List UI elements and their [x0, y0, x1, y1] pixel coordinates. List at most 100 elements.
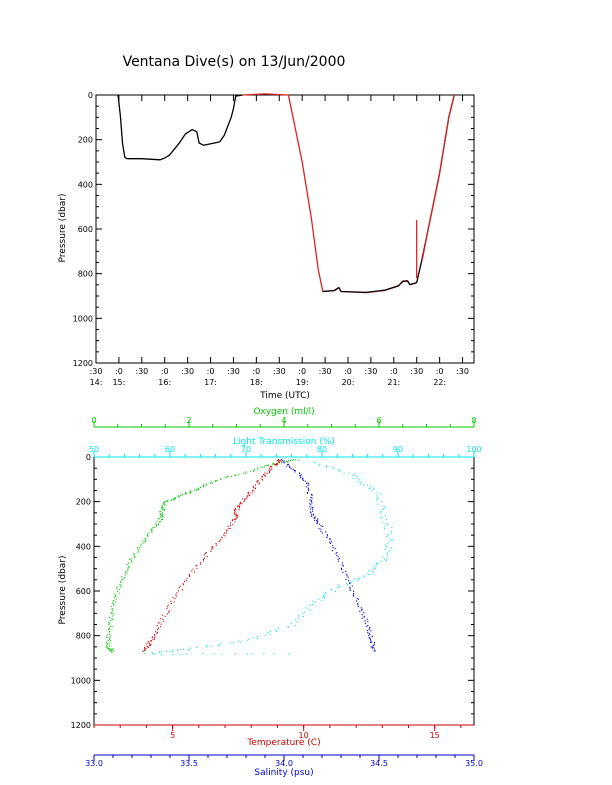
salinity-point	[370, 630, 372, 632]
oxygen-point	[159, 516, 161, 518]
oxygen-point	[291, 459, 293, 461]
oxygen-point	[110, 640, 112, 642]
oxygen-point	[116, 587, 118, 589]
temperature-point	[173, 601, 175, 603]
temperature-point	[246, 496, 248, 498]
transmission-point	[368, 487, 370, 489]
top-xtick-minute: :30	[319, 367, 332, 376]
oxygen-point	[120, 585, 122, 587]
temperature-point	[206, 556, 208, 558]
oxygen-point	[231, 475, 233, 477]
salinity-point	[310, 508, 312, 510]
transmission-point	[381, 516, 383, 518]
salinity-point	[282, 461, 284, 463]
temperature-point	[268, 472, 270, 474]
oxygen-point	[151, 528, 153, 530]
salinity-point	[281, 459, 283, 461]
oxygen-point	[257, 467, 259, 469]
transmission-point	[229, 642, 231, 644]
salinity-point	[311, 506, 313, 508]
transmission-point	[337, 584, 339, 586]
temperature-point	[274, 464, 276, 466]
oxygen-point	[144, 541, 146, 543]
top-xtick-hour: 18:	[250, 378, 263, 387]
oxygen-point	[120, 586, 122, 588]
oxygen-point	[205, 485, 207, 487]
salinity-point	[302, 479, 304, 481]
transmission-point	[337, 468, 339, 470]
oxygen-point	[125, 572, 127, 574]
salinity-point	[347, 576, 349, 578]
salinity-point	[372, 645, 374, 647]
temperature-point	[203, 560, 205, 562]
temperature-point	[176, 592, 178, 594]
temperature-point	[149, 644, 151, 646]
temperature-point	[144, 648, 146, 650]
temperature-point	[249, 494, 251, 496]
salinity-point	[288, 463, 290, 465]
oxygen-point	[267, 464, 269, 466]
transmission-point	[302, 612, 304, 614]
top-ytick-label: 200	[78, 136, 93, 145]
salinity-point	[368, 637, 370, 639]
temperature-point	[182, 584, 184, 586]
salinity-point	[317, 521, 319, 523]
transmission-point	[319, 463, 321, 465]
transmission-point	[391, 526, 393, 528]
salinity-point	[367, 632, 369, 634]
transmission-point	[151, 652, 153, 654]
salinity-point	[314, 517, 316, 519]
temperature-point	[263, 474, 265, 476]
oxygen-point	[112, 603, 114, 605]
salinity-point	[312, 507, 314, 509]
oxygen-point	[140, 545, 142, 547]
top-chart-axes: 020040060080010001200:3014::015::30:016:…	[73, 91, 475, 387]
top-xtick-hour: 20:	[342, 378, 355, 387]
oxygen-point	[268, 464, 270, 466]
top-xtick-minute: :30	[181, 367, 194, 376]
salinity-point	[349, 582, 351, 584]
transmission-point	[186, 653, 188, 655]
transmission-point	[386, 546, 388, 548]
transmission-point	[206, 645, 208, 647]
top-xtick-hour: 17:	[204, 378, 217, 387]
oxygen-point	[224, 477, 226, 479]
oxygen-point	[111, 613, 113, 615]
salinity-point	[374, 650, 376, 652]
transmission-tick-label: 100	[466, 445, 481, 454]
temperature-point	[154, 635, 156, 637]
salinity-point	[341, 562, 343, 564]
oxygen-point	[286, 461, 288, 463]
oxygen-point	[161, 514, 163, 516]
temperature-point	[269, 471, 271, 473]
oxygen-point	[110, 612, 112, 614]
transmission-point	[389, 540, 391, 542]
transmission-point	[288, 653, 290, 655]
temperature-point	[239, 507, 241, 509]
salinity-point	[368, 627, 370, 629]
top-xtick-minute: :0	[115, 367, 123, 376]
top-xtick-minute: :0	[161, 367, 169, 376]
temperature-point	[278, 458, 280, 460]
salinity-point	[320, 530, 322, 532]
temperature-point	[148, 643, 150, 645]
transmission-point	[202, 652, 204, 654]
temperature-point	[277, 459, 279, 461]
transmission-point	[360, 481, 362, 483]
temperature-point	[236, 506, 238, 508]
oxygen-point	[170, 499, 172, 501]
transmission-point	[376, 495, 378, 497]
transmission-point	[380, 560, 382, 562]
oxygen-point	[107, 639, 109, 641]
temperature-point	[244, 499, 246, 501]
temperature-point	[269, 469, 271, 471]
salinity-point	[349, 586, 351, 588]
transmission-point	[263, 653, 265, 655]
temperature-point	[279, 460, 281, 462]
transmission-point	[367, 573, 369, 575]
transmission-point	[388, 550, 390, 552]
salinity-point	[311, 494, 313, 496]
salinity-point	[335, 553, 337, 555]
temperature-point	[264, 472, 266, 474]
transmission-point	[233, 642, 235, 644]
